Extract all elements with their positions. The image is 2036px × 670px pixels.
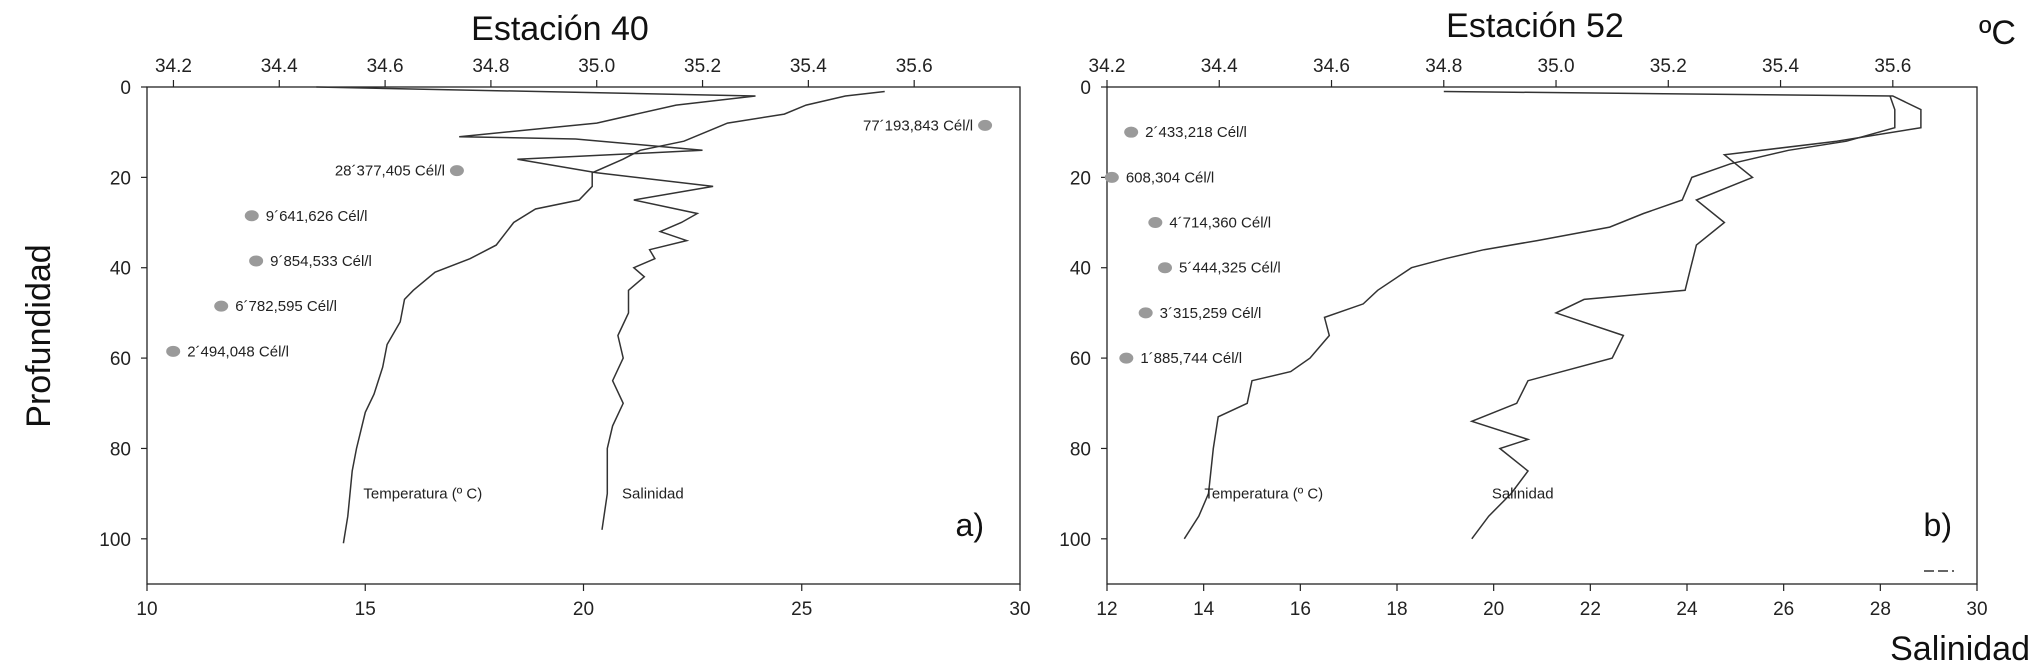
- x-tick-label: 25: [791, 599, 812, 620]
- top-tick-label: 35.2: [1650, 56, 1687, 77]
- x-tick-label: 16: [1290, 599, 1311, 620]
- cell-count-label: 2´433,218 Cél/l: [1145, 124, 1247, 141]
- x-tick-label: 22: [1580, 599, 1601, 620]
- cell-count-label: 2´494,048 Cél/l: [187, 343, 289, 360]
- cell-count-label: 1´885,744 Cél/l: [1140, 350, 1242, 367]
- top-tick-label: 35.2: [684, 56, 721, 77]
- y-tick-label: 100: [1059, 530, 1091, 551]
- top-tick-label: 34.6: [1313, 56, 1350, 77]
- top-tick-label: 34.4: [1201, 56, 1238, 77]
- cell-count-label: 77´193,843 Cél/l: [863, 117, 973, 134]
- top-tick-label: 35.4: [1762, 56, 1799, 77]
- cell-count-label: 28´377,405 Cél/l: [335, 163, 445, 180]
- cell-count-label: 3´315,259 Cél/l: [1160, 305, 1262, 322]
- top-tick-label: 35.0: [1538, 56, 1575, 77]
- sample-marker: [214, 300, 229, 312]
- x-tick-label: 30: [1009, 599, 1030, 620]
- cell-count-label: 608,304 Cél/l: [1126, 169, 1214, 186]
- sample-marker: [1158, 262, 1172, 274]
- unit-label: ºC: [1979, 14, 2016, 52]
- sample-marker: [244, 210, 259, 222]
- top-tick-label: 34.2: [155, 56, 192, 77]
- series-layer: Temperatura (º C) Salinidad: [1183, 90, 1922, 540]
- top-tick-label: 35.6: [896, 56, 933, 77]
- y-tick-label: 80: [110, 439, 131, 460]
- y-tick-label: 60: [110, 349, 131, 370]
- x-tick-label: 15: [355, 599, 376, 620]
- bottom-axis: 10 15 20 25 30: [136, 584, 1031, 620]
- series-label-temperatura: Temperatura (º C): [1204, 486, 1323, 503]
- y-tick-label: 40: [110, 259, 131, 280]
- sample-marker: [978, 119, 993, 131]
- top-tick-label: 34.8: [472, 56, 509, 77]
- x-tick-label: 18: [1386, 599, 1407, 620]
- cell-count-label: 9´641,626 Cél/l: [266, 208, 368, 225]
- bottom-axis: 12 14 16 18 20 22 24 26 28 30: [1096, 584, 1988, 620]
- plot-frame: [1106, 86, 1978, 585]
- y-tick-label: 40: [1070, 259, 1091, 280]
- y-axis: 0 20 40 60 80 100: [1059, 78, 1107, 551]
- cell-count-label: 6´782,595 Cél/l: [235, 298, 337, 315]
- cell-count-label: 9´854,533 Cél/l: [270, 253, 372, 270]
- top-tick-label: 34.2: [1089, 56, 1126, 77]
- y-tick-label: 80: [1070, 439, 1091, 460]
- annotation-layer: 2´433,218 Cél/l 608,304 Cél/l 4´714,360 Cé…: [1104, 124, 1281, 367]
- series-label-salinidad: Salinidad: [622, 486, 684, 503]
- top-tick-label: 34.4: [261, 56, 298, 77]
- chart-panel-estacion-40: Estación 40 10 15 20 25 30 34.2 34.4 34.6 34.8 3…: [99, 10, 1030, 620]
- cell-count-label: 4´714,360 Cél/l: [1169, 215, 1271, 232]
- series-label-temperatura: Temperatura (º C): [363, 486, 482, 503]
- sample-marker: [1138, 307, 1153, 319]
- chart-title: Estación 40: [471, 10, 649, 48]
- top-tick-label: 35.4: [790, 56, 827, 77]
- sample-marker: [249, 255, 264, 267]
- series-line-temperatura: [1183, 95, 1896, 540]
- y-tick-label: 0: [1080, 78, 1091, 99]
- sample-marker: [1119, 352, 1134, 364]
- y-tick-label: 60: [1070, 349, 1091, 370]
- sample-marker: [1148, 217, 1163, 229]
- y-tick-label: 100: [99, 530, 131, 551]
- bottom-axis-label: Salinidad: [1890, 630, 2030, 668]
- chart-panel-estacion-52: Estación 52 12 14 16 18 20 22 24 26 28 30 34.2 34.…: [1059, 7, 1987, 620]
- top-tick-label: 35.0: [578, 56, 615, 77]
- series-label-salinidad: Salinidad: [1492, 486, 1554, 503]
- top-tick-label: 34.6: [367, 56, 404, 77]
- y-tick-label: 20: [110, 168, 131, 189]
- x-tick-label: 20: [1483, 599, 1504, 620]
- series-layer: Temperatura (º C) Salinidad: [316, 86, 885, 544]
- sample-marker: [449, 165, 464, 177]
- y-tick-label: 20: [1070, 168, 1091, 189]
- x-tick-label: 10: [136, 599, 157, 620]
- panel-label: a): [956, 507, 984, 543]
- cell-count-label: 5´444,325 Cél/l: [1179, 260, 1281, 277]
- plot-frame: [146, 86, 1021, 585]
- top-tick-label: 34.8: [1425, 56, 1462, 77]
- y-axis-label: Profundidad: [20, 244, 58, 427]
- x-tick-label: 30: [1966, 599, 1987, 620]
- sample-marker: [1104, 171, 1119, 183]
- sample-marker: [166, 345, 181, 357]
- series-line-salinidad: [1443, 90, 1922, 540]
- top-tick-label: 35.6: [1874, 56, 1911, 77]
- x-tick-label: 28: [1870, 599, 1891, 620]
- top-axis: 34.2 34.4 34.6 34.8 35.0 35.2 35.4 35.6: [155, 56, 933, 87]
- series-line-temperatura: [342, 90, 885, 544]
- chart-title: Estación 52: [1446, 7, 1624, 45]
- x-tick-label: 26: [1773, 599, 1794, 620]
- x-tick-label: 20: [573, 599, 594, 620]
- series-line-salinidad: [316, 86, 756, 530]
- panel-label: b): [1924, 507, 1952, 543]
- sample-marker: [1124, 126, 1139, 138]
- x-tick-label: 24: [1676, 599, 1698, 620]
- x-tick-label: 14: [1193, 599, 1215, 620]
- x-tick-label: 12: [1096, 599, 1117, 620]
- y-axis: 0 20 40 60 80 100: [99, 78, 147, 551]
- top-axis: 34.2 34.4 34.6 34.8 35.0 35.2 35.4 35.6: [1089, 56, 1911, 87]
- y-tick-label: 0: [120, 78, 131, 99]
- annotation-layer: 77´193,843 Cél/l 28´377,405 Cél/l 9´641,62…: [166, 117, 993, 360]
